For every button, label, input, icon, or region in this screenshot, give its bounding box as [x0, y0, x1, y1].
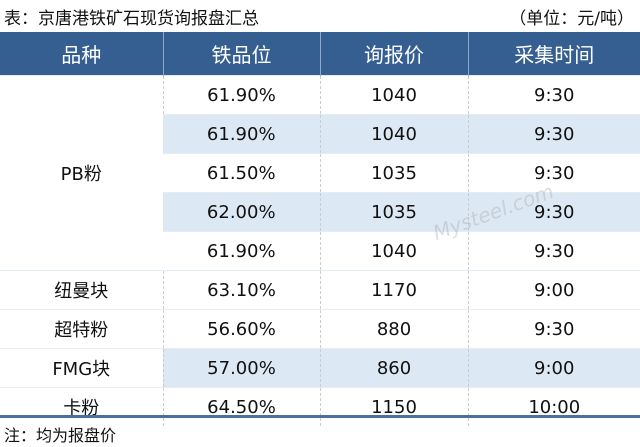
table-row: 61.90% 1040 9:30 — [0, 114, 640, 154]
column-header: 铁品位 — [162, 32, 320, 76]
table-row: 卡粉 64.50% 1150 10:00 — [0, 387, 640, 426]
variety-cell: 纽曼块 — [0, 270, 163, 310]
grade-cell: 57.00% — [162, 348, 320, 388]
column-header: 询报价 — [319, 32, 468, 76]
column-header: 采集时间 — [467, 32, 640, 76]
price-cell: 1040 — [319, 114, 468, 154]
variety-cell: 超特粉 — [0, 309, 163, 349]
table-row: FMG块 57.00% 860 9:00 — [0, 348, 640, 388]
grade-cell: 63.10% — [162, 270, 320, 310]
price-cell: 1170 — [319, 270, 468, 310]
time-cell: 9:30 — [467, 192, 640, 232]
time-cell: 9:30 — [467, 309, 640, 349]
column-header: 品种 — [0, 32, 163, 76]
unit-label: （单位：元/吨） — [509, 9, 634, 29]
grade-cell: 56.60% — [162, 309, 320, 349]
price-cell: 1040 — [319, 75, 468, 115]
time-cell: 9:00 — [467, 270, 640, 310]
price-cell: 860 — [319, 348, 468, 388]
time-cell: 10:00 — [467, 387, 640, 426]
time-cell: 9:30 — [467, 153, 640, 193]
price-cell: 1035 — [319, 153, 468, 193]
time-cell: 9:30 — [467, 114, 640, 154]
variety-cell: PB粉 — [0, 75, 163, 271]
price-cell: 1040 — [319, 231, 468, 271]
table-row: 61.90% 1040 9:30 — [0, 231, 640, 271]
time-cell: 9:30 — [467, 231, 640, 271]
time-cell: 9:30 — [467, 75, 640, 115]
price-cell: 1150 — [319, 387, 468, 426]
price-cell: 1035 — [319, 192, 468, 232]
table-bottom-border — [0, 415, 640, 418]
variety-cell: 卡粉 — [0, 387, 163, 426]
grade-cell: 61.90% — [162, 75, 320, 115]
grade-cell: 61.90% — [163, 114, 320, 154]
variety-cell: FMG块 — [0, 348, 163, 388]
grade-cell: 61.50% — [163, 153, 320, 193]
table-row: 超特粉 56.60% 880 9:30 — [0, 309, 640, 349]
grade-cell: 62.00% — [163, 192, 320, 232]
table-row: 61.50% 1035 9:30 — [0, 153, 640, 193]
table-title: 表：京唐港铁矿石现货询报盘汇总 — [4, 9, 259, 29]
table-row: 62.00% 1035 9:30 — [0, 192, 640, 232]
footnote: 注：均为报盘价 — [4, 426, 117, 445]
price-table: 品种 铁品位 询报价 采集时间 PB粉 61.90% 1040 9:30 61.90% 1040… — [0, 32, 640, 426]
price-cell: 880 — [319, 309, 468, 349]
time-cell: 9:00 — [467, 348, 640, 388]
grade-cell: 64.50% — [162, 387, 320, 426]
table-row: 纽曼块 63.10% 1170 9:00 — [0, 270, 640, 310]
grade-cell: 61.90% — [163, 231, 320, 271]
table-row: PB粉 61.90% 1040 9:30 — [0, 75, 640, 271]
